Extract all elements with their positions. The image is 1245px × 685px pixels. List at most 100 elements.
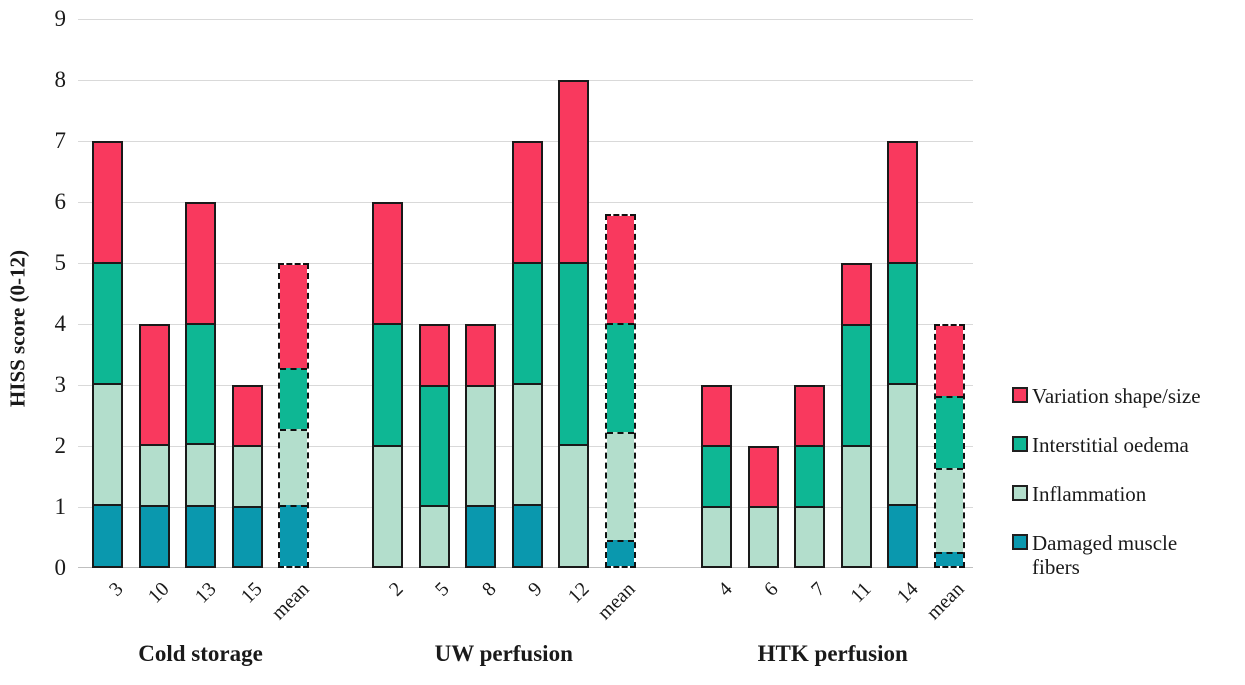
- bar-segment-oedema: [94, 262, 121, 384]
- stacked-bar-8: [465, 324, 496, 568]
- bar-segment-variation: [513, 143, 541, 263]
- bar-segment-variation: [233, 387, 261, 446]
- bar-segment-oedema: [935, 396, 963, 469]
- bar-segment-variation: [467, 326, 494, 385]
- bar-segment-damaged: [187, 504, 214, 566]
- gridline-8: [78, 80, 973, 81]
- group-label: UW perfusion: [434, 641, 573, 666]
- bar-segment-damaged: [94, 504, 121, 566]
- stacked-bar-mean: [604, 214, 636, 568]
- bar-segment-variation: [187, 204, 214, 323]
- bar-segment-damaged: [606, 540, 634, 566]
- legend: Variation shape/size Interstitial oedema I…: [1012, 384, 1238, 604]
- bar-segment-oedema: [842, 324, 870, 446]
- bar-segment-inflammation: [280, 429, 307, 505]
- stacked-bar-mean: [933, 324, 965, 568]
- legend-swatch-inflammation: [1012, 485, 1028, 501]
- bar-segment-inflammation: [513, 383, 541, 505]
- bar-segment-oedema: [280, 368, 307, 430]
- bar-segment-oedema: [889, 262, 916, 384]
- bar-segment-oedema: [703, 445, 730, 506]
- legend-item: Inflammation: [1012, 482, 1238, 506]
- legend-label: Inflammation: [1032, 482, 1147, 506]
- y-tick-label: 6: [54, 189, 67, 214]
- bar-segment-oedema: [187, 322, 214, 444]
- bar-segment-inflammation: [374, 444, 401, 566]
- stacked-bar-12: [558, 80, 589, 568]
- stacked-bar-7: [794, 385, 825, 568]
- stacked-bar-11: [840, 263, 872, 568]
- bar-segment-inflammation: [703, 505, 730, 566]
- stacked-bar-10: [138, 324, 170, 568]
- bar-segment-inflammation: [94, 383, 121, 505]
- group-label: Cold storage: [138, 641, 263, 666]
- legend-swatch-damaged: [1012, 534, 1028, 550]
- stacked-bar-3: [92, 141, 123, 568]
- stacked-bar-5: [418, 324, 450, 568]
- legend-item: Variation shape/size: [1012, 384, 1238, 408]
- stacked-bar-13: [185, 202, 216, 568]
- y-tick-label: 8: [54, 67, 67, 92]
- bar-segment-variation: [749, 448, 777, 506]
- bar-segment-inflammation: [467, 385, 494, 505]
- bar-segment-damaged: [233, 505, 261, 566]
- bar-segment-variation: [703, 387, 730, 446]
- legend-swatch-variation: [1012, 387, 1028, 403]
- bar-segment-variation: [796, 387, 823, 446]
- stacked-bar-4: [701, 385, 732, 568]
- bar-segment-inflammation: [187, 443, 214, 505]
- legend-item: Interstitial oedema: [1012, 433, 1238, 457]
- bar-segment-damaged: [467, 505, 494, 566]
- y-tick-label: 2: [54, 433, 67, 458]
- y-tick-label: 4: [54, 311, 67, 336]
- bar-segment-oedema: [606, 322, 634, 432]
- y-tick-label: 0: [54, 555, 67, 580]
- bar-segment-variation: [842, 265, 870, 325]
- y-tick-label: 3: [54, 372, 67, 397]
- bar-segment-variation: [374, 204, 401, 324]
- legend-label: Damaged muscle fibers: [1032, 531, 1178, 579]
- stacked-bar-2: [372, 202, 403, 568]
- stacked-bar-mean: [278, 263, 309, 568]
- plot-area: [78, 19, 973, 568]
- stacked-bar-14: [887, 141, 918, 568]
- gridline-9: [78, 19, 973, 20]
- bar-segment-oedema: [560, 262, 587, 444]
- bar-segment-inflammation: [935, 468, 963, 553]
- legend-swatch-oedema: [1012, 436, 1028, 452]
- y-tick-label: 5: [54, 250, 67, 275]
- legend-label: Interstitial oedema: [1032, 433, 1189, 457]
- bar-segment-inflammation: [606, 431, 634, 541]
- bar-segment-variation: [606, 216, 634, 323]
- bar-segment-inflammation: [842, 445, 870, 566]
- bar-segment-damaged: [889, 504, 916, 566]
- bar-segment-inflammation: [420, 505, 448, 566]
- stacked-bar-6: [747, 446, 779, 568]
- y-tick-label: 1: [54, 494, 67, 519]
- bar-segment-oedema: [420, 385, 448, 505]
- bar-segment-damaged: [513, 504, 541, 566]
- bar-segment-damaged: [935, 552, 963, 566]
- bar-segment-variation: [140, 326, 168, 444]
- bar-segment-oedema: [796, 445, 823, 506]
- stacked-bar-9: [511, 141, 543, 568]
- group-label: HTK perfusion: [757, 641, 908, 666]
- stacked-bar-15: [231, 385, 263, 568]
- legend-label: Variation shape/size: [1032, 384, 1201, 408]
- bar-segment-inflammation: [889, 383, 916, 505]
- bar-segment-variation: [94, 143, 121, 263]
- bar-segment-variation: [280, 265, 307, 369]
- y-tick-label: 7: [54, 128, 67, 153]
- bar-segment-variation: [560, 82, 587, 262]
- bar-segment-oedema: [374, 323, 401, 445]
- bar-segment-variation: [889, 143, 916, 263]
- bar-segment-inflammation: [140, 444, 168, 505]
- bar-segment-variation: [935, 325, 963, 397]
- bar-segment-damaged: [280, 505, 307, 566]
- bar-segment-inflammation: [749, 506, 777, 566]
- bar-segment-damaged: [140, 505, 168, 566]
- y-tick-label: 9: [54, 6, 67, 31]
- bar-segment-inflammation: [796, 505, 823, 566]
- bar-segment-variation: [420, 326, 448, 385]
